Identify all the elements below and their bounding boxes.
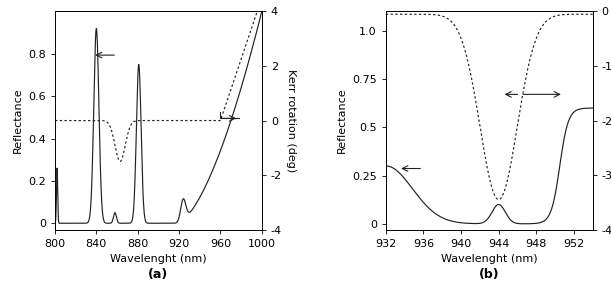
X-axis label: Wavelenght (nm): Wavelenght (nm) xyxy=(110,254,207,264)
Text: (b): (b) xyxy=(479,267,500,281)
Y-axis label: Reflectance: Reflectance xyxy=(337,88,346,153)
Y-axis label: Reflectance: Reflectance xyxy=(13,88,23,153)
X-axis label: Wavelenght (nm): Wavelenght (nm) xyxy=(441,254,538,264)
Text: (a): (a) xyxy=(148,267,169,281)
Y-axis label: Kerr rotation (deg): Kerr rotation (deg) xyxy=(286,69,296,172)
